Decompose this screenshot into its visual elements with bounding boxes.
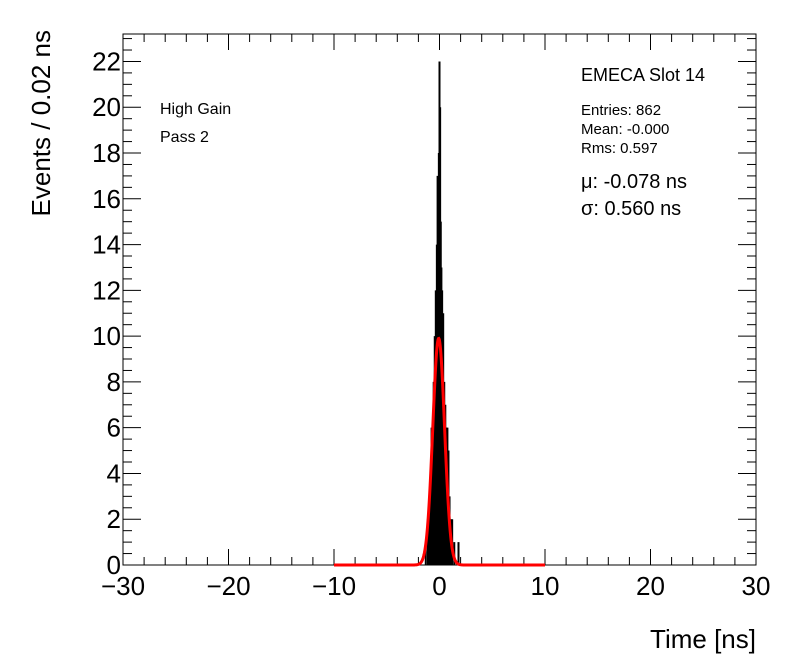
- y-tick-label: 16: [92, 184, 121, 214]
- y-tick-label: 8: [107, 367, 121, 397]
- x-tick-label: −30: [101, 571, 145, 601]
- axis-ticks: [122, 34, 757, 566]
- y-tick-label: 4: [107, 458, 121, 488]
- y-tick-label: 18: [92, 138, 121, 168]
- y-axis-label: Events / 0.02 ns: [26, 30, 56, 216]
- x-axis-label: Time [ns]: [650, 624, 756, 654]
- y-tick-label: 0: [107, 550, 121, 580]
- stat-entries: Entries: 862: [581, 102, 661, 119]
- y-tick-label: 12: [92, 275, 121, 305]
- stat-mean: Mean: -0.000: [581, 121, 669, 138]
- annotation-high-gain: High Gain: [160, 101, 231, 118]
- chart-title: EMECA Slot 14: [581, 65, 705, 85]
- gaussian-fit-curve: [334, 336, 545, 567]
- fit-sigma: σ: 0.560 ns: [581, 198, 681, 220]
- fit-mu: μ: -0.078 ns: [581, 171, 687, 193]
- x-tick-label: −20: [206, 571, 250, 601]
- y-tick-label: 2: [107, 504, 121, 534]
- x-tick-label: 30: [742, 571, 771, 601]
- y-tick-label: 14: [92, 230, 121, 260]
- x-tick-label: −10: [312, 571, 356, 601]
- x-tick-label: 10: [531, 571, 560, 601]
- y-tick-label: 20: [92, 92, 121, 122]
- stat-rms: Rms: 0.597: [581, 140, 658, 157]
- x-tick-label: 0: [432, 571, 446, 601]
- y-tick-label: 6: [107, 413, 121, 443]
- x-tick-label: 20: [636, 571, 665, 601]
- annotation-pass: Pass 2: [160, 129, 209, 146]
- axis-tick-labels: −30 −20 −10 0 10 20 30 0 2 4 6 8 10 12 14 16 18 20 22: [92, 46, 770, 601]
- y-tick-label: 22: [92, 46, 121, 76]
- y-tick-label: 10: [92, 321, 121, 351]
